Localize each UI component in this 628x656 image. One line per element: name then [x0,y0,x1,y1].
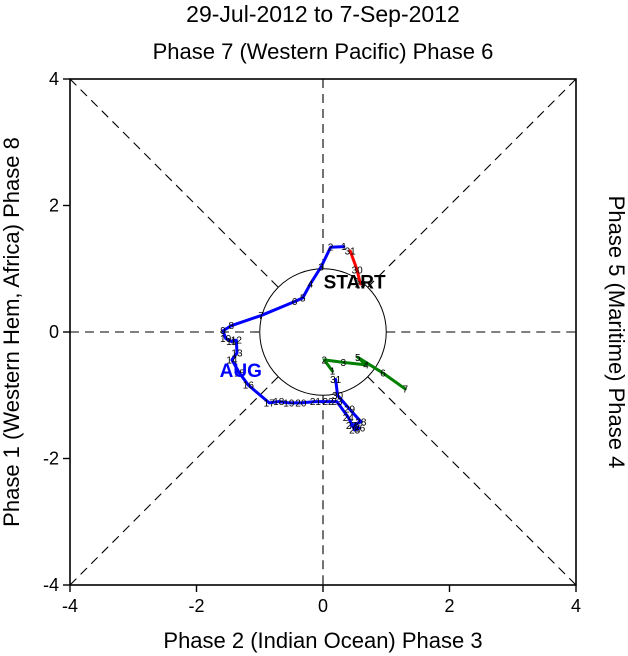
series-line-3 [322,355,407,391]
y-tick-label: 4 [49,69,59,89]
day-label: 15 [234,369,246,380]
day-label: 22 [322,397,334,408]
guide-line-7 [69,376,279,586]
day-label: 13 [231,348,243,359]
x-tick-label: -2 [188,596,204,616]
day-label: 6 [380,369,386,380]
day-label: 14 [226,355,238,366]
day-label: 4 [363,360,369,371]
day-label: 23 [331,397,343,408]
y-tick-label: 0 [49,322,59,342]
day-label: 1 [341,242,347,253]
day-label: 28 [355,417,367,428]
day-label: 30 [352,266,364,277]
day-label: 5 [355,353,361,364]
day-label: 21 [310,397,322,408]
day-label: 18 [273,397,285,408]
day-label: 1 [330,367,336,378]
day-label: 8 [229,321,235,332]
guide-line-8 [367,78,577,288]
day-label: 20 [295,398,307,409]
day-label: 5 [300,293,306,304]
day-label: 2 [328,243,334,254]
annotations-layer: START AUG [220,272,386,382]
day-label: 27 [346,421,358,432]
axis-label-top: Phase 7 (Western Pacific) Phase 6 [153,39,494,64]
day-label: 9 [220,326,226,337]
y-tick-label: -4 [43,575,59,595]
axis-label-right: Phase 5 (Maritime) Phase 4 [604,196,628,469]
series-line-2 [221,245,363,432]
series-line-1 [348,249,362,286]
annotation-label: AUG [220,361,262,382]
day-label: 24 [343,413,355,424]
guide-line-5 [69,78,279,288]
day-label: 7 [258,311,264,322]
day-label: 17 [264,398,276,409]
day-label: 4 [308,279,314,290]
day-label: 3 [318,262,324,273]
day-label: 29 [344,405,356,416]
x-tick-label: 2 [444,596,454,616]
day-label: 30 [332,391,344,402]
day-label: 31 [330,375,342,386]
guide-line-6 [367,376,577,586]
day-label: 2 [321,355,327,366]
day-label: 11 [226,337,237,348]
day-label: 3 [340,358,346,369]
day-label: 26 [354,424,366,435]
x-tick-label: 0 [318,596,328,616]
unit-circle [259,268,387,396]
plot-frame [69,78,577,586]
annotation-label: START [324,272,386,293]
day-label: 12 [231,336,243,347]
day-label: 25 [349,426,361,437]
chart-title: 29-Jul-2012 to 7-Sep-2012 [186,1,460,27]
y-tick-label: -2 [43,449,59,469]
day-label: 6 [292,297,298,308]
day-label: 7 [402,384,408,395]
x-tick-label: -4 [62,596,78,616]
axis-label-bottom: Phase 2 (Indian Ocean) Phase 3 [163,628,482,653]
axis-label-left: Phase 1 (Western Hem, Africa) Phase 8 [0,137,24,527]
day-label: 19 [283,398,295,409]
x-tick-label: 4 [571,596,581,616]
day-label: 31 [345,247,357,258]
day-label: 10 [220,334,232,345]
day-label: 16 [243,381,255,392]
y-tick-label: 2 [49,196,59,216]
day-label: 29 [355,279,367,290]
phase-guides [69,78,577,586]
